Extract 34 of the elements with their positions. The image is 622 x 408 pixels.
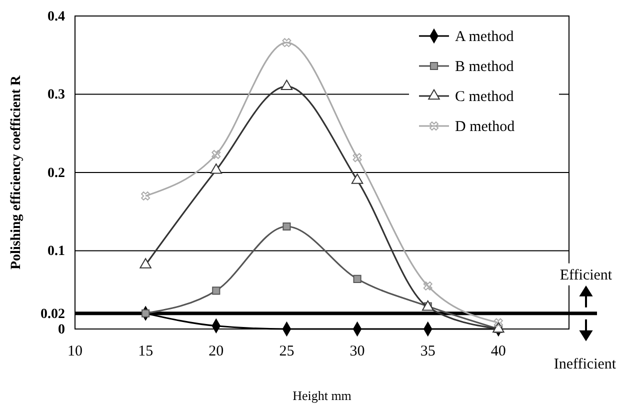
x-tick-label: 15 bbox=[138, 344, 154, 360]
point bbox=[210, 163, 222, 174]
y-tick-label: 0 bbox=[58, 322, 65, 338]
point bbox=[353, 274, 362, 283]
point bbox=[423, 281, 432, 290]
point bbox=[351, 174, 364, 184]
legend-label: B method bbox=[455, 59, 514, 75]
y-tick-label: 0.4 bbox=[48, 9, 65, 24]
point bbox=[212, 286, 220, 295]
point bbox=[142, 309, 150, 318]
legend-label: C method bbox=[455, 89, 514, 105]
point bbox=[352, 153, 362, 162]
point bbox=[282, 38, 292, 48]
x-tick-label: 20 bbox=[208, 344, 224, 360]
y-tick-label: 0.2 bbox=[48, 166, 65, 181]
point bbox=[280, 80, 293, 90]
y-tick-label: 0.3 bbox=[48, 88, 65, 103]
point bbox=[141, 191, 150, 200]
x-tick-label: 25 bbox=[279, 344, 294, 360]
legend-label: A method bbox=[455, 29, 514, 45]
point bbox=[140, 258, 152, 268]
x-tick-label: 35 bbox=[420, 344, 436, 360]
x-tick-label: 40 bbox=[490, 344, 506, 360]
x-tick-label: 30 bbox=[350, 344, 365, 360]
annotation: Efficient bbox=[560, 267, 613, 284]
point bbox=[282, 222, 291, 231]
legend-label: D method bbox=[455, 119, 516, 135]
y-tick-label: 0.02 bbox=[40, 306, 65, 322]
text: Inefficient bbox=[554, 356, 617, 372]
point bbox=[212, 150, 221, 160]
y-tick-label: 0.1 bbox=[48, 244, 65, 260]
x-tick-label: 10 bbox=[68, 344, 82, 360]
x-axis-title: Height mm bbox=[292, 388, 352, 403]
y-axis-title: Polishing efficiency coefficient R bbox=[9, 74, 24, 270]
